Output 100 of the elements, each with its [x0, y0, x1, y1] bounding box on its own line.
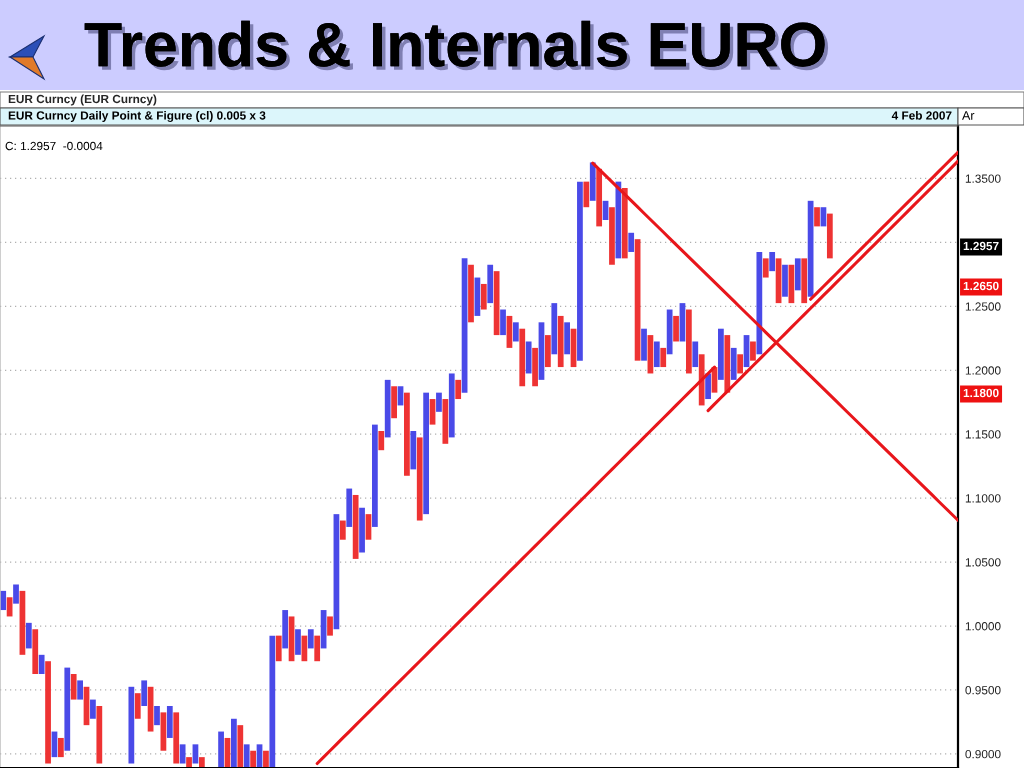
bar	[737, 354, 744, 374]
bar	[628, 232, 635, 252]
bar	[192, 744, 199, 764]
bar	[57, 737, 64, 758]
bar	[384, 379, 391, 438]
bar	[436, 392, 442, 412]
bar	[442, 399, 449, 444]
y-tick-label: 0.9500	[965, 686, 1001, 695]
bar	[641, 328, 647, 361]
bar	[359, 507, 365, 553]
bar	[45, 661, 51, 764]
bar	[500, 309, 506, 336]
bar	[416, 437, 423, 521]
bar	[557, 315, 564, 368]
bar	[525, 341, 532, 374]
text: 1.1800	[963, 388, 999, 398]
chart-subtitle: EUR Curncy (EUR Curncy)	[8, 94, 157, 106]
bar	[141, 680, 148, 706]
bar	[762, 258, 769, 278]
bar	[666, 309, 673, 355]
y-tick-label: 1.3500	[965, 174, 1001, 183]
bar	[621, 188, 628, 259]
bar	[77, 680, 83, 700]
line-series	[315, 365, 717, 766]
bar	[724, 335, 731, 393]
bar	[596, 168, 603, 227]
bar	[583, 181, 590, 208]
bar	[154, 705, 160, 726]
bar	[609, 207, 615, 265]
bar	[493, 271, 500, 336]
annotation: C: 1.2957 -0.0004	[5, 141, 103, 151]
bar	[13, 584, 19, 604]
y-tick-label: 1.1000	[965, 494, 1001, 503]
bar	[307, 629, 314, 649]
bar	[423, 392, 430, 515]
bar	[730, 347, 737, 380]
bar	[198, 757, 205, 768]
text: 1.2650	[963, 281, 999, 291]
chart-title: Trends & Internals EURO	[84, 20, 829, 71]
bar	[371, 424, 378, 527]
bar	[448, 373, 455, 438]
bar	[314, 635, 321, 662]
bar	[532, 347, 538, 387]
bar	[96, 705, 103, 764]
bar	[237, 725, 244, 768]
bar	[480, 283, 487, 310]
bar	[814, 207, 820, 227]
bar	[750, 341, 756, 361]
bar	[487, 264, 494, 304]
bar	[275, 635, 282, 662]
bar	[404, 392, 410, 476]
bar	[660, 347, 667, 368]
bar	[769, 251, 776, 272]
bar	[70, 674, 77, 700]
y-tick-label: 1.0000	[965, 622, 1001, 631]
bar	[25, 622, 32, 649]
bar	[38, 654, 45, 674]
bar	[218, 731, 224, 768]
bar	[391, 386, 397, 419]
bar	[339, 520, 346, 540]
bar	[263, 750, 269, 768]
bar	[173, 712, 180, 764]
bar	[90, 699, 96, 719]
text: Ar	[962, 111, 975, 120]
bar	[756, 251, 763, 355]
bar	[673, 315, 679, 342]
bar	[346, 488, 353, 527]
bar	[615, 181, 622, 259]
bar	[378, 431, 385, 451]
bar	[692, 341, 699, 368]
bar	[685, 309, 692, 374]
bar	[32, 629, 39, 674]
y-tick-label: 1.2500	[965, 302, 1001, 311]
line-series	[809, 150, 958, 301]
bar	[282, 610, 289, 649]
bar	[243, 744, 250, 768]
bar	[551, 303, 558, 355]
bar	[179, 744, 186, 764]
bar	[826, 213, 833, 259]
bar	[698, 354, 705, 406]
bar	[545, 335, 551, 368]
bar	[250, 750, 256, 768]
bar	[134, 693, 141, 719]
bar	[705, 373, 711, 400]
bar	[301, 635, 308, 662]
line-series	[591, 161, 958, 522]
bar	[128, 686, 135, 764]
y-tick-label: 1.1500	[965, 430, 1001, 439]
bar	[327, 616, 333, 636]
y-tick-label: 0.9000	[965, 749, 1001, 759]
bar	[577, 181, 583, 361]
bar	[653, 341, 660, 368]
bar	[512, 322, 519, 342]
bar	[801, 258, 808, 304]
bar	[519, 328, 526, 387]
bar	[295, 629, 301, 655]
bar	[468, 264, 474, 323]
text: EUR Curncy Daily Point & Figure (cl) 0.005 x 3	[8, 110, 266, 123]
bar	[269, 635, 276, 768]
bar	[782, 264, 788, 297]
